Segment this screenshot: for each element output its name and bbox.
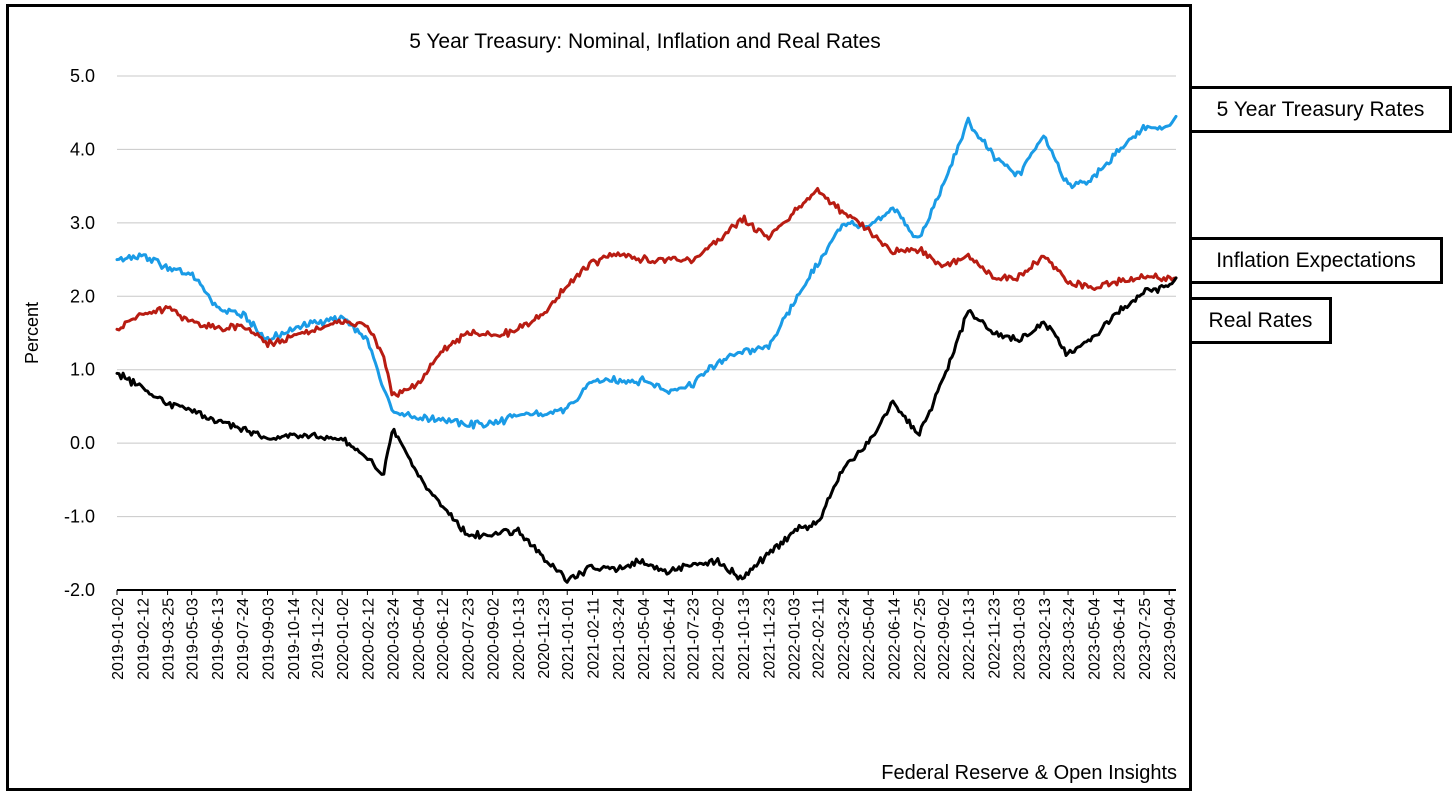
y-tick-label: 0.0 — [70, 433, 95, 453]
x-tick-label: 2023-05-04 — [1086, 598, 1103, 680]
chart-frame — [6, 4, 1192, 791]
callout-real-rates: Real Rates — [1189, 297, 1332, 344]
x-tick-label: 2020-01-02 — [335, 598, 352, 680]
x-tick-label: 2020-07-23 — [460, 598, 477, 680]
x-tick-label: 2019-02-12 — [135, 598, 152, 680]
x-tick-label: 2019-06-13 — [210, 598, 227, 680]
x-tick-label: 2022-02-11 — [811, 598, 828, 679]
y-tick-label: -2.0 — [64, 580, 95, 600]
x-tick-label: 2020-05-04 — [411, 598, 428, 680]
series-line-inflation-expectations — [115, 187, 1178, 398]
x-tick-label: 2021-03-24 — [611, 598, 628, 680]
x-tick-label: 2020-11-23 — [536, 598, 553, 679]
x-tick-label: 2020-09-02 — [486, 598, 503, 680]
x-tick-label: 2023-09-04 — [1162, 598, 1179, 680]
x-tick-label: 2021-01-01 — [560, 598, 577, 680]
x-tick-label: 2021-07-23 — [685, 598, 702, 680]
x-tick-label: 2022-11-23 — [986, 598, 1003, 679]
callout-inflation-expectations: Inflation Expectations — [1189, 237, 1443, 284]
source-note: Federal Reserve & Open Insights — [881, 762, 1177, 784]
x-tick-label: 2020-02-12 — [360, 598, 377, 680]
x-tick-label: 2020-10-13 — [511, 598, 528, 680]
x-tick-label: 2019-11-22 — [310, 598, 327, 679]
y-tick-label: 4.0 — [70, 139, 95, 159]
callout-real-rates-label: Real Rates — [1208, 308, 1313, 332]
x-tick-label: 2023-06-14 — [1112, 598, 1129, 680]
x-tick-label: 2021-10-13 — [736, 598, 753, 680]
x-tick-label: 2023-01-03 — [1012, 598, 1029, 680]
x-tick-label: 2022-06-14 — [887, 598, 904, 680]
chart-title: 5 Year Treasury: Nominal, Inflation and … — [409, 30, 881, 53]
callout-treasury-rates: 5 Year Treasury Rates — [1189, 86, 1452, 133]
x-tick-label: 2022-05-04 — [861, 598, 878, 680]
x-tick-label: 2023-02-13 — [1037, 598, 1054, 680]
x-tick-label: 2020-03-24 — [386, 598, 403, 680]
x-tick-label: 2022-03-24 — [836, 598, 853, 680]
y-tick-label: -1.0 — [64, 507, 95, 527]
y-tick-label: 1.0 — [70, 360, 95, 380]
x-tick-label: 2019-07-24 — [235, 598, 252, 680]
x-tick-label: 2022-09-02 — [936, 598, 953, 680]
x-tick-label: 2021-06-14 — [661, 598, 678, 680]
x-tick-label: 2019-09-03 — [260, 598, 277, 680]
x-tick-label: 2022-07-25 — [912, 598, 929, 680]
callout-treasury-rates-label: 5 Year Treasury Rates — [1216, 97, 1425, 121]
x-tick-label: 2019-10-14 — [286, 598, 303, 680]
y-tick-label: 2.0 — [70, 286, 95, 306]
x-tick-label: 2021-05-04 — [636, 598, 653, 680]
y-axis-label: Percent — [22, 302, 42, 364]
series-line-real-rates — [115, 276, 1178, 584]
x-tick-label: 2019-03-25 — [161, 598, 178, 680]
x-tick-label: 2023-03-24 — [1061, 598, 1078, 680]
x-tick-label: 2020-06-12 — [435, 598, 452, 680]
x-tick-label: 2019-05-03 — [185, 598, 202, 680]
x-tick-label: 2023-07-25 — [1137, 598, 1154, 680]
x-tick-label: 2021-09-02 — [711, 598, 728, 680]
y-tick-label: 3.0 — [70, 213, 95, 233]
x-tick-label: 2019-01-02 — [110, 598, 127, 680]
x-tick-label: 2022-01-03 — [787, 598, 804, 680]
y-tick-label: 5.0 — [70, 66, 95, 86]
callout-inflation-expectations-label: Inflation Expectations — [1216, 248, 1416, 272]
x-tick-label: 2021-02-11 — [586, 598, 603, 679]
x-tick-label: 2022-10-13 — [961, 598, 978, 680]
series-line-5-year-treasury-rates — [115, 114, 1178, 430]
x-tick-label: 2021-11-23 — [761, 598, 778, 679]
